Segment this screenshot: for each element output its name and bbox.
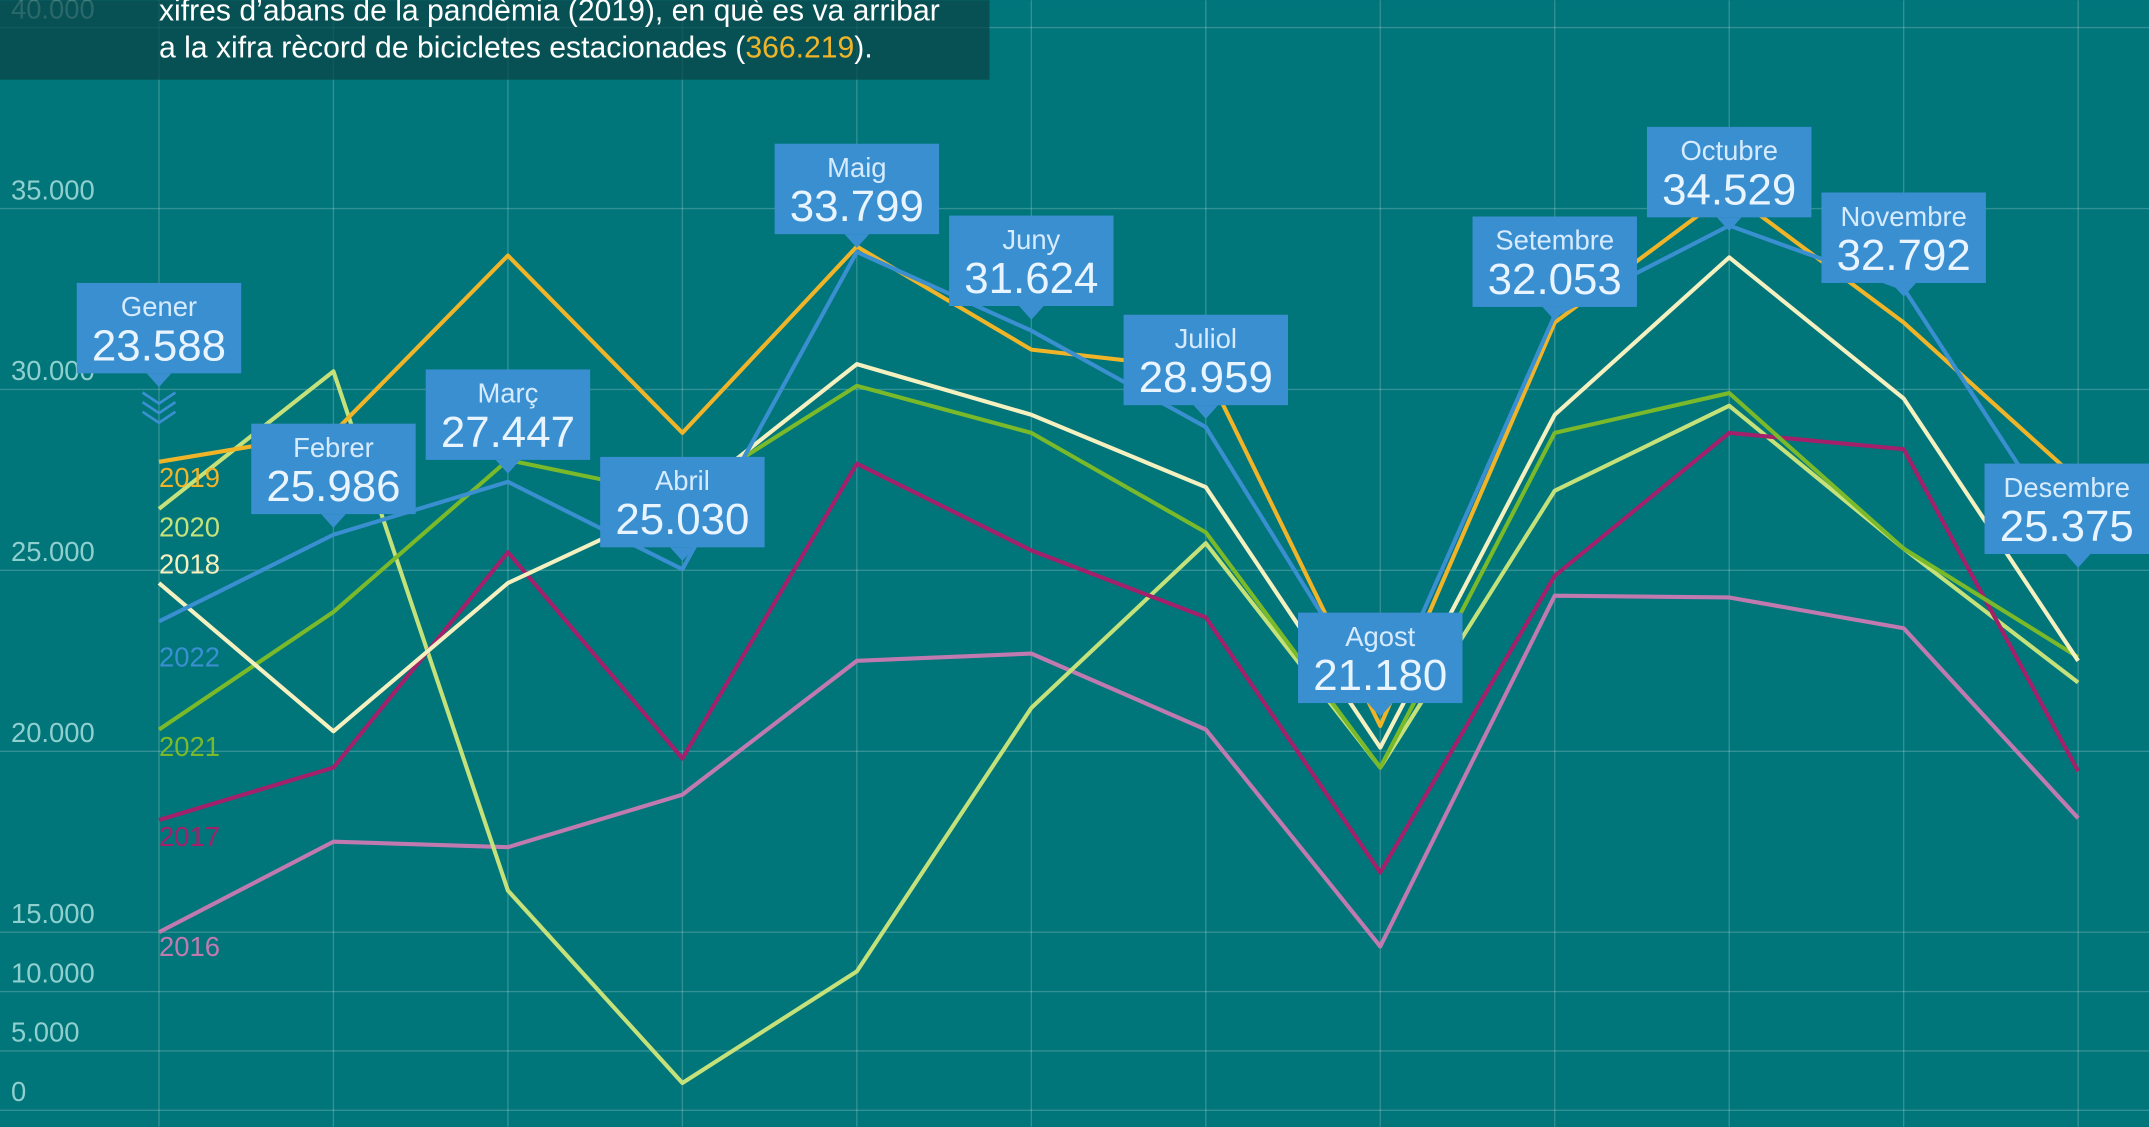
callout-box: [1821, 192, 1986, 283]
annotation-highlight: 366.219: [745, 32, 854, 65]
series-line: [157, 369, 2080, 1086]
series-line: [158, 430, 2080, 875]
series-label: 2022: [159, 642, 220, 673]
callout-box: [1472, 216, 1637, 307]
callout-value: 32.053: [1488, 255, 1622, 304]
annotation-line: a la xifra rècord de bicicletes estacion…: [159, 32, 873, 65]
callout-box: [1984, 463, 2149, 555]
series-label: 2021: [159, 731, 220, 762]
callout-pointer: [1542, 306, 1568, 321]
y-tick-label: 25.000: [11, 536, 95, 567]
callout-pointer: [2065, 554, 2091, 568]
callout-value: 34.529: [1662, 165, 1796, 214]
callout-pointer: [495, 459, 521, 474]
callout-pointer: [146, 373, 172, 388]
callout-month: Maig: [827, 152, 886, 183]
callout-value: 25.030: [615, 495, 749, 544]
callout-value: 32.792: [1837, 231, 1971, 280]
series-line: [158, 223, 2080, 711]
callout-value: 23.588: [92, 321, 226, 370]
annotation-line: xifres d’abans de la pandèmia (2019), en…: [159, 0, 940, 28]
y-tick-label: 10.000: [11, 957, 95, 988]
callout-box: [1123, 314, 1289, 406]
y-tick-label: 20.000: [11, 717, 95, 748]
series-label: 2018: [159, 548, 220, 579]
callout-value: 25.986: [266, 462, 400, 511]
y-tick-label: 35.000: [11, 174, 95, 205]
callout-pointer: [1018, 306, 1044, 320]
callout-box: [949, 215, 1114, 307]
series-line: [157, 255, 2080, 750]
y-tick-label: 15.000: [11, 898, 95, 929]
callout-box: [774, 143, 940, 235]
annotation-box: [0, 0, 990, 80]
series-label: 2016: [159, 931, 220, 962]
series-label: 2017: [159, 821, 220, 852]
callout-pointer: [321, 514, 346, 528]
chevron: [141, 391, 177, 406]
callout-box: [1298, 612, 1463, 704]
callout-month: Juny: [1002, 224, 1060, 255]
callout-value: 21.180: [1313, 651, 1447, 700]
callout-pointer: [844, 234, 870, 248]
callout-month: Març: [477, 378, 538, 409]
callout-value: 33.799: [790, 182, 924, 231]
callout-month: Desembre: [2004, 472, 2130, 503]
callout-box: [425, 369, 591, 460]
annotation-text: ).: [854, 32, 872, 65]
callout-month: Abril: [655, 465, 710, 496]
callout-pointer: [1891, 282, 1917, 297]
series-label: 2019: [159, 462, 220, 493]
series-line: [158, 593, 2080, 949]
callout-value: 27.447: [441, 408, 575, 457]
callout-pointer: [1367, 703, 1393, 717]
callout-month: Octubre: [1680, 135, 1777, 166]
callout-month: Novembre: [1840, 201, 1966, 232]
callout-month: Setembre: [1495, 225, 1614, 256]
callout-month: Febrer: [293, 432, 374, 463]
callout-month: Juliol: [1175, 323, 1237, 354]
callout-month: Gener: [121, 291, 197, 322]
series-line: [157, 383, 2080, 770]
callout-pointer: [1193, 405, 1219, 419]
series-label: 2020: [159, 511, 220, 542]
callout-pointer: [670, 547, 695, 562]
callout-value: 25.375: [2000, 502, 2134, 551]
callout-box: [76, 282, 242, 374]
y-tick-label: 5.000: [11, 1017, 80, 1048]
callout-box: [1646, 126, 1812, 218]
callout-value: 28.959: [1139, 353, 1273, 402]
annotation-text: a la xifra rècord de bicicletes estacion…: [159, 32, 745, 65]
callout-pointer: [1716, 217, 1742, 232]
chevron: [141, 401, 177, 415]
callout-box: [251, 423, 416, 515]
callout-value: 31.624: [964, 254, 1098, 303]
chevron: [141, 410, 177, 425]
callout-month: Agost: [1345, 621, 1415, 652]
callout-box: [600, 456, 765, 548]
y-tick-label: 0: [11, 1076, 26, 1107]
